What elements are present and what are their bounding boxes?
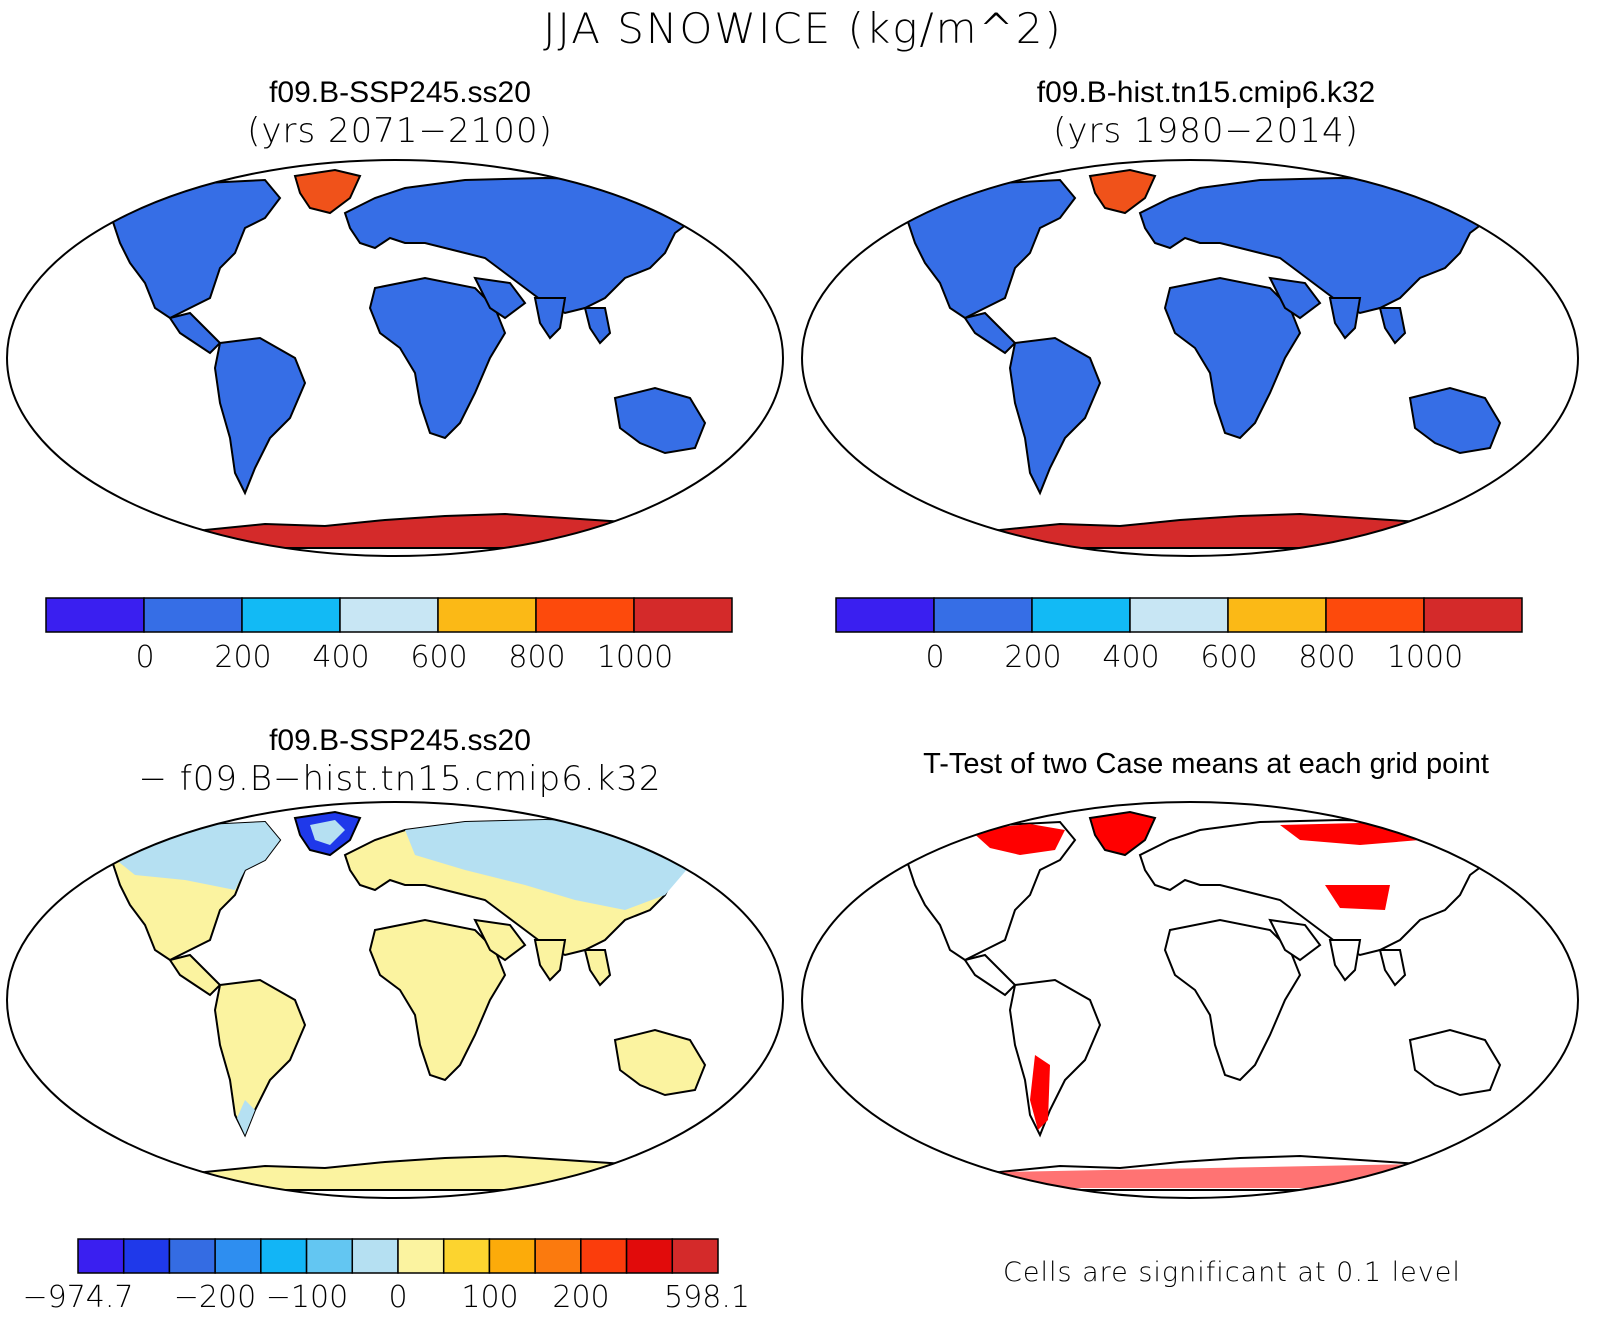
panel-1-case: f09.B-SSP245.ss20 [269, 76, 531, 109]
colorbar-swatch [1031, 597, 1131, 633]
colorbar-swatch [442, 1238, 491, 1274]
colorbar-swatch [1325, 597, 1425, 633]
cbar2-label: 1000 [1386, 640, 1464, 675]
panel-1-title: f09.B-SSP245.ss20 (yrs 2071−2100) [0, 74, 800, 150]
panel-1-years: (yrs 2071−2100) [247, 111, 553, 151]
cbar1-label: 600 [410, 640, 468, 675]
cbar3-label: 598.1 [664, 1280, 750, 1315]
colorbar-panel-1 [45, 597, 733, 633]
panel-3-minus: − f09.B−hist.tn15.cmip6.k32 [138, 759, 662, 799]
colorbar-panel-2 [835, 597, 1523, 633]
colorbar-swatch [580, 1238, 628, 1274]
colorbar-swatch [214, 1238, 262, 1274]
colorbar-swatch [339, 597, 439, 633]
panel-3-map [6, 801, 784, 1199]
colorbar-swatch [835, 597, 935, 633]
colorbar-swatch [241, 597, 341, 633]
colorbar-swatch [1129, 597, 1229, 633]
panel-2-map [801, 159, 1579, 557]
colorbar-swatch [168, 1238, 216, 1274]
colorbar-swatch [122, 1238, 171, 1274]
colorbar-swatch [351, 1238, 399, 1274]
colorbar-swatch [1227, 597, 1327, 633]
panel-2-case: f09.B-hist.tn15.cmip6.k32 [1036, 76, 1376, 109]
cbar3-label: −974.7 [22, 1280, 134, 1315]
colorbar-swatch [633, 597, 733, 633]
cbar3-label: 0 [388, 1280, 408, 1315]
cbar3-label: −200 [173, 1280, 257, 1315]
cbar2-label: 600 [1200, 640, 1258, 675]
colorbar-swatch [260, 1238, 308, 1274]
colorbar-swatch [933, 597, 1033, 633]
cbar3-label: −100 [265, 1280, 349, 1315]
panel-2-years: (yrs 1980−2014) [1053, 111, 1359, 151]
colorbar-swatch [534, 1238, 582, 1274]
cbar1-label: 400 [312, 640, 370, 675]
colorbar-swatch [45, 597, 145, 633]
panel-2-title: f09.B-hist.tn15.cmip6.k32 (yrs 1980−2014… [806, 74, 1606, 150]
panel-3-title: f09.B-SSP245.ss20 − f09.B−hist.tn15.cmip… [0, 722, 800, 798]
colorbar-panel-3 [77, 1238, 719, 1274]
panel-3-case: f09.B-SSP245.ss20 [269, 724, 531, 757]
colorbar-swatch [437, 597, 537, 633]
cbar1-label: 800 [508, 640, 566, 675]
cbar1-label: 200 [214, 640, 272, 675]
cbar2-label: 200 [1004, 640, 1062, 675]
cbar3-label: 200 [552, 1280, 610, 1315]
cbar1-label: 1000 [596, 640, 674, 675]
colorbar-swatch [143, 597, 243, 633]
colorbar-swatch [488, 1238, 536, 1274]
colorbar-swatch [1423, 597, 1523, 633]
cbar2-label: 800 [1298, 640, 1356, 675]
colorbar-swatch [535, 597, 635, 633]
colorbar-swatch [625, 1238, 674, 1274]
cbar1-label: 0 [135, 640, 155, 675]
cbar2-label: 0 [925, 640, 945, 675]
cbar2-label: 400 [1102, 640, 1160, 675]
colorbar-swatch [671, 1238, 719, 1274]
panel-4-title: T-Test of two Case means at each grid po… [923, 748, 1489, 780]
colorbar-swatch [305, 1238, 354, 1274]
figure-title: JJA SNOWICE (kg/m^2) [543, 4, 1063, 53]
cbar3-label: 100 [461, 1280, 519, 1315]
panel-1-map [6, 159, 784, 557]
colorbar-swatch [77, 1238, 125, 1274]
panel-4-map [801, 801, 1579, 1199]
colorbar-swatch [397, 1238, 445, 1274]
significance-note: Cells are significant at 0.1 level [1003, 1257, 1461, 1288]
